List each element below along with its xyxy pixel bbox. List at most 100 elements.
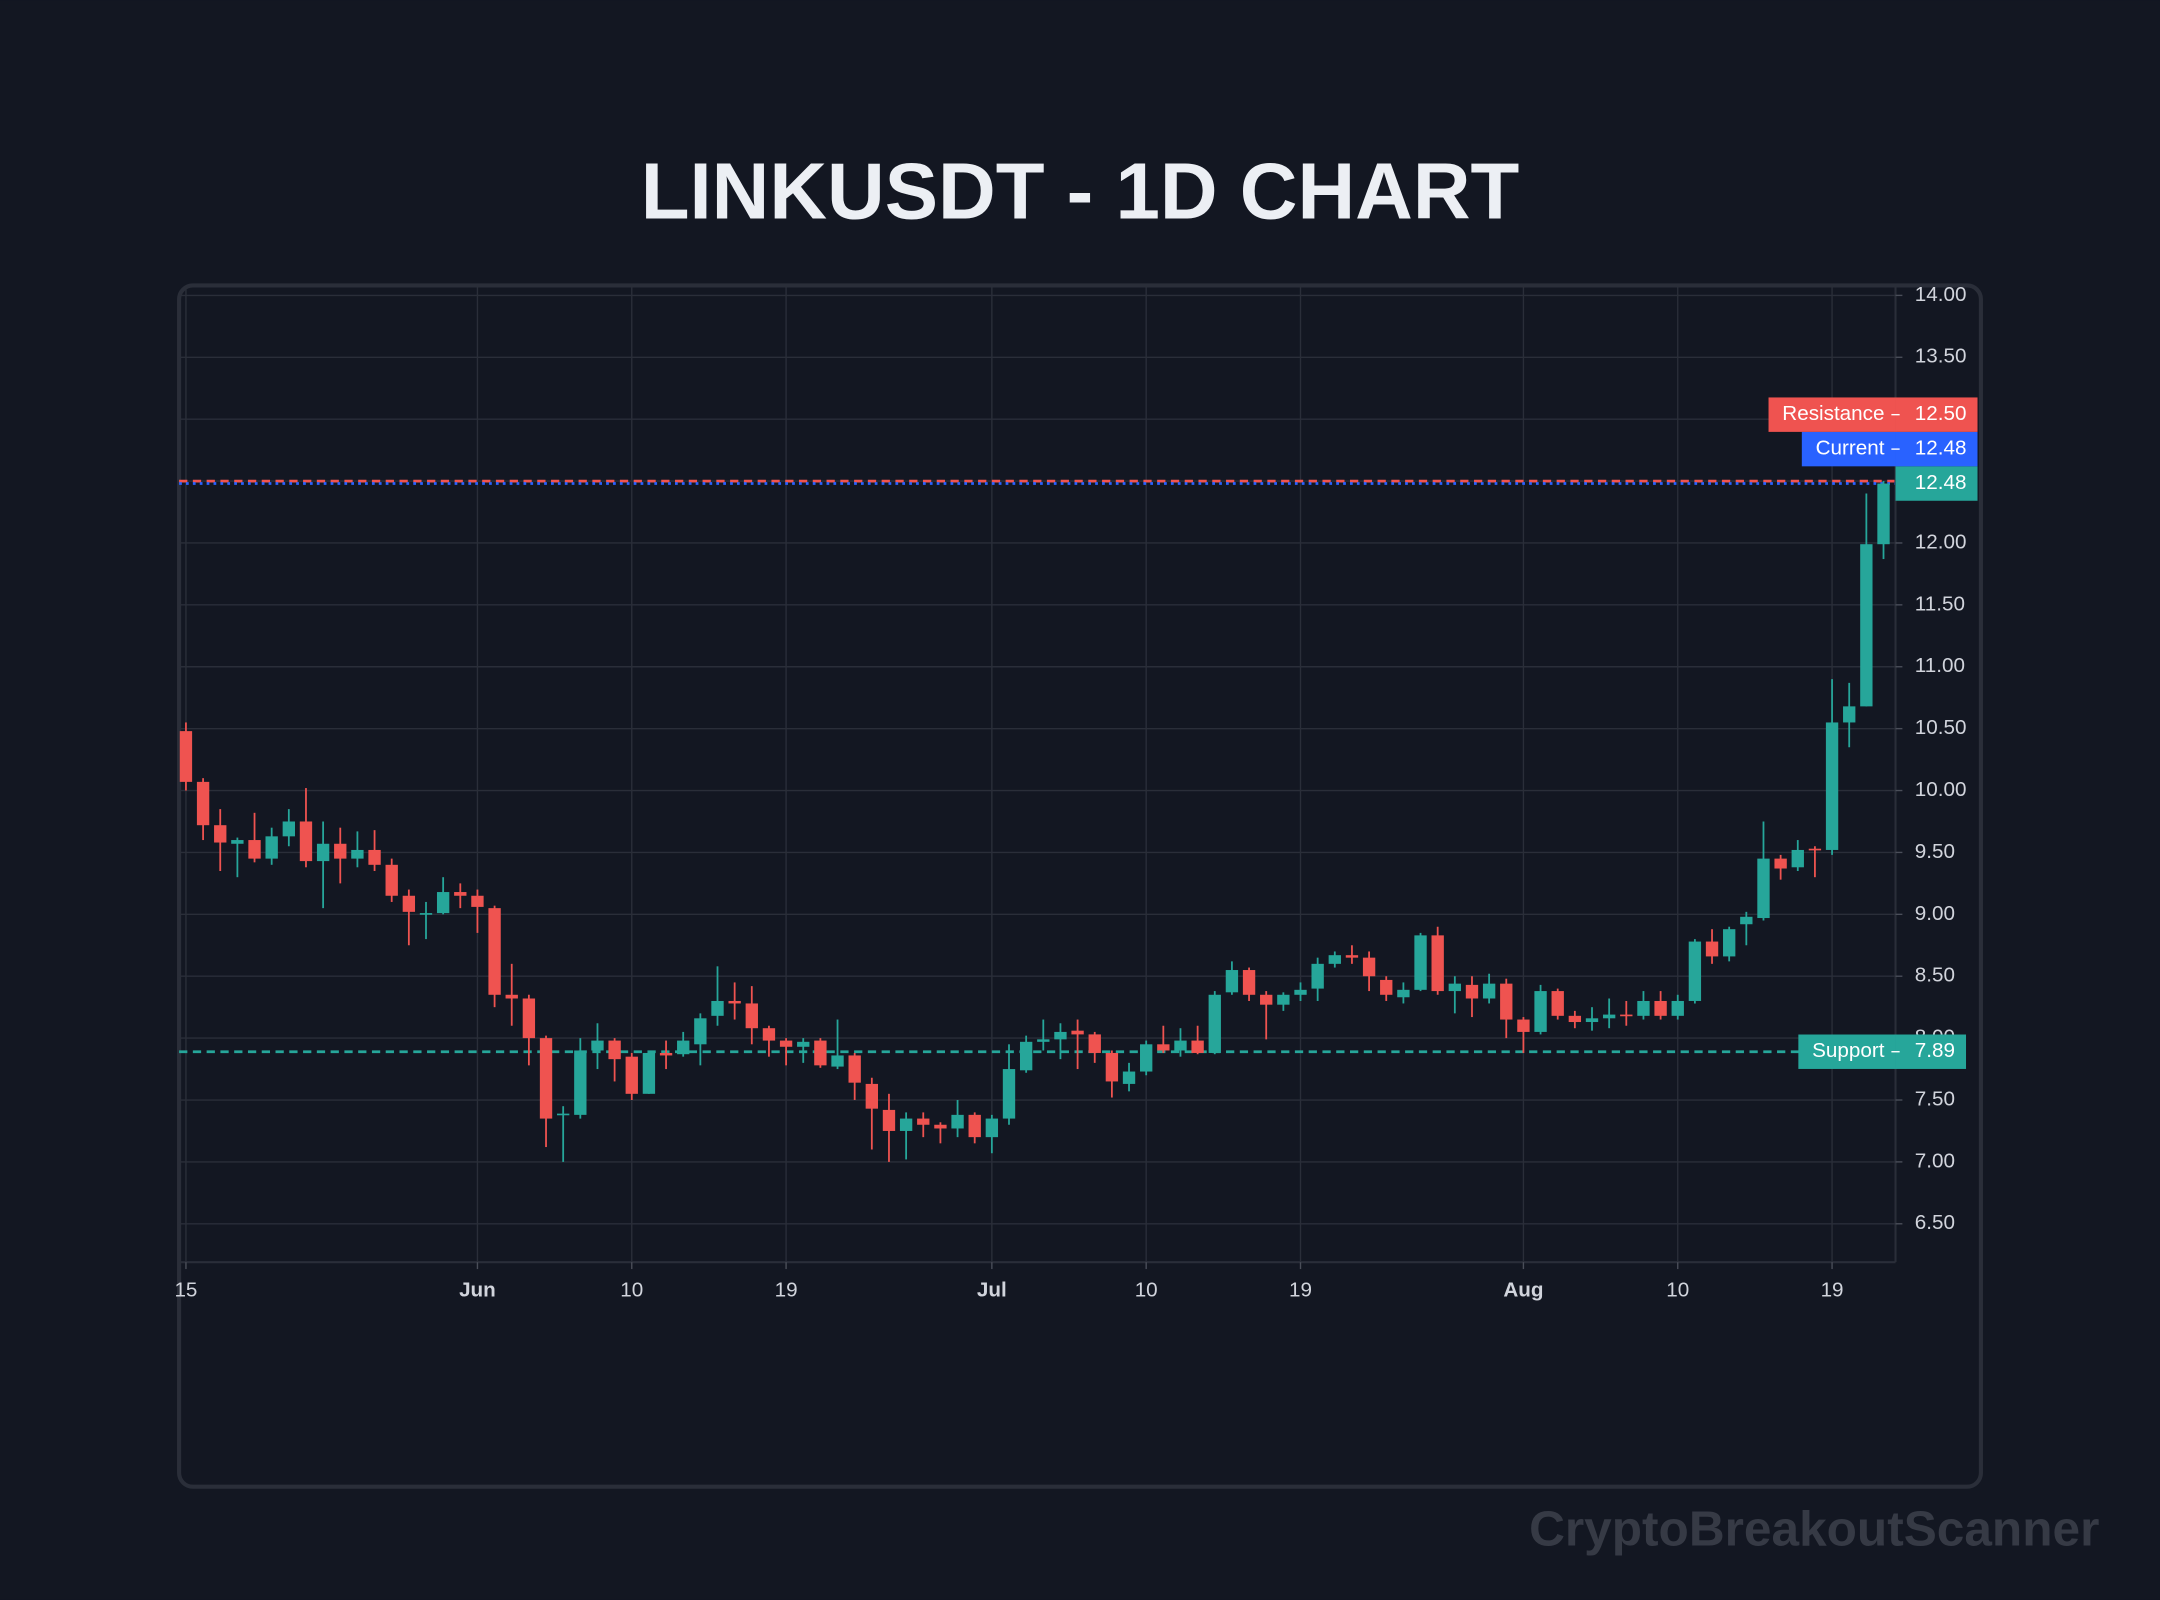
candle-body (1637, 1000, 1650, 1016)
candle-body (471, 895, 484, 907)
candle-body (1054, 1031, 1067, 1040)
x-tick-label: 19 (1289, 1279, 1312, 1302)
candle-body (1037, 1039, 1050, 1042)
candle-body (1242, 970, 1256, 995)
price-tag-box (1895, 431, 1978, 467)
candle-body (402, 895, 416, 912)
candle-body (831, 1055, 844, 1067)
levels (179, 479, 1896, 1054)
candle-body (1500, 983, 1513, 1020)
candle-body (1620, 1014, 1633, 1017)
x-tick-label: 15 (174, 1279, 197, 1302)
y-tick-label: 11.00 (1915, 654, 1965, 677)
y-tick-label: 9.50 (1915, 840, 1955, 863)
candle-body (1740, 916, 1753, 925)
candle-body (505, 994, 518, 999)
grid (179, 285, 1896, 1263)
price-tag-box (1895, 466, 1978, 501)
candle-body (762, 1028, 776, 1041)
candle-body (1157, 1044, 1170, 1051)
candle-body (1140, 1044, 1153, 1072)
candle-body (1568, 1015, 1582, 1023)
candle-body (882, 1109, 896, 1131)
candle-body (282, 821, 295, 837)
x-tick-label: Jul (977, 1279, 1007, 1302)
candle-body (1791, 849, 1804, 868)
candle-body (1482, 983, 1496, 999)
y-tick-label: 12.00 (1915, 530, 1967, 553)
candle-body (1705, 941, 1719, 957)
candle-body (1088, 1034, 1101, 1053)
candles (179, 481, 1890, 1162)
candle-body (1345, 955, 1359, 958)
candle-body (196, 781, 210, 826)
candle-body (1860, 544, 1873, 707)
candle-body (625, 1056, 638, 1094)
candle-body (1671, 1000, 1684, 1016)
y-tick-label: 6.50 (1915, 1211, 1955, 1234)
chart-panel (177, 283, 1983, 1489)
candle-body (522, 998, 536, 1039)
candle-body (539, 1038, 553, 1119)
candle-body (814, 1040, 827, 1066)
candle-body (454, 892, 467, 896)
price-tag-value: 12.50 (1915, 402, 1967, 425)
candle-body (797, 1041, 810, 1047)
candle-body (608, 1040, 621, 1060)
candle-body (1362, 957, 1376, 977)
y-tick-label: 9.00 (1915, 902, 1955, 925)
candle-body (677, 1040, 690, 1055)
price-tag-name-box (1798, 1034, 1896, 1069)
candle-body (214, 825, 227, 843)
y-tick-label: 10.50 (1915, 716, 1967, 739)
x-tick-label: Aug (1503, 1279, 1543, 1302)
candle-body (1380, 979, 1393, 995)
candle-body (1260, 994, 1273, 1005)
price-tag-box (1895, 397, 1978, 432)
candle-body (1122, 1071, 1136, 1084)
candle-body (951, 1114, 964, 1129)
candle-body (1825, 722, 1839, 850)
y-tick-label: 14.00 (1915, 283, 1967, 306)
candle-body (985, 1118, 999, 1138)
candle-body (1551, 991, 1564, 1016)
candle-body (265, 836, 278, 859)
price-tag: 12.48 (1895, 466, 1978, 501)
candle-body (1174, 1040, 1187, 1051)
price-tag-name: Support (1812, 1039, 1885, 1062)
candle-body (1208, 994, 1221, 1053)
price-tag-value: 12.48 (1915, 437, 1967, 460)
candle-body (179, 731, 193, 782)
price-tags: 7.89 Support 12.48 12.48 Current 12.50 Resista… (1768, 397, 1978, 1069)
price-tag-value: 12.48 (1915, 471, 1967, 494)
candle-body (1002, 1069, 1016, 1119)
price-tag-name: Resistance (1782, 402, 1884, 425)
price-tag-name: Current (1816, 437, 1885, 460)
x-tick-label: 19 (775, 1279, 798, 1302)
candle-body (1808, 848, 1822, 851)
candle-body (745, 1003, 758, 1029)
candle-body (1105, 1052, 1119, 1082)
y-tick-label: 8.50 (1915, 964, 1955, 987)
candle-body (642, 1052, 656, 1094)
y-tick-label: 13.50 (1915, 345, 1967, 368)
candle-body (574, 1050, 587, 1115)
candle-body (557, 1113, 570, 1116)
candle-body (1397, 989, 1410, 998)
candle-body (711, 1000, 724, 1016)
price-tag: 12.48 Current (1801, 431, 1978, 467)
candle-body (1534, 991, 1547, 1032)
candle-body (1191, 1040, 1204, 1053)
candle-body (591, 1040, 604, 1051)
candle-body (299, 821, 313, 862)
y-tick-label: 10.00 (1915, 778, 1967, 801)
candle-body (1517, 1019, 1530, 1032)
candle-body (436, 892, 450, 914)
candle-body (351, 849, 364, 859)
candle-body (1431, 935, 1444, 992)
candle-body (419, 913, 433, 915)
candle-body (1877, 483, 1890, 545)
candle-body (1723, 929, 1736, 957)
candle-body (231, 840, 244, 844)
x-tick-label: 19 (1821, 1279, 1844, 1302)
